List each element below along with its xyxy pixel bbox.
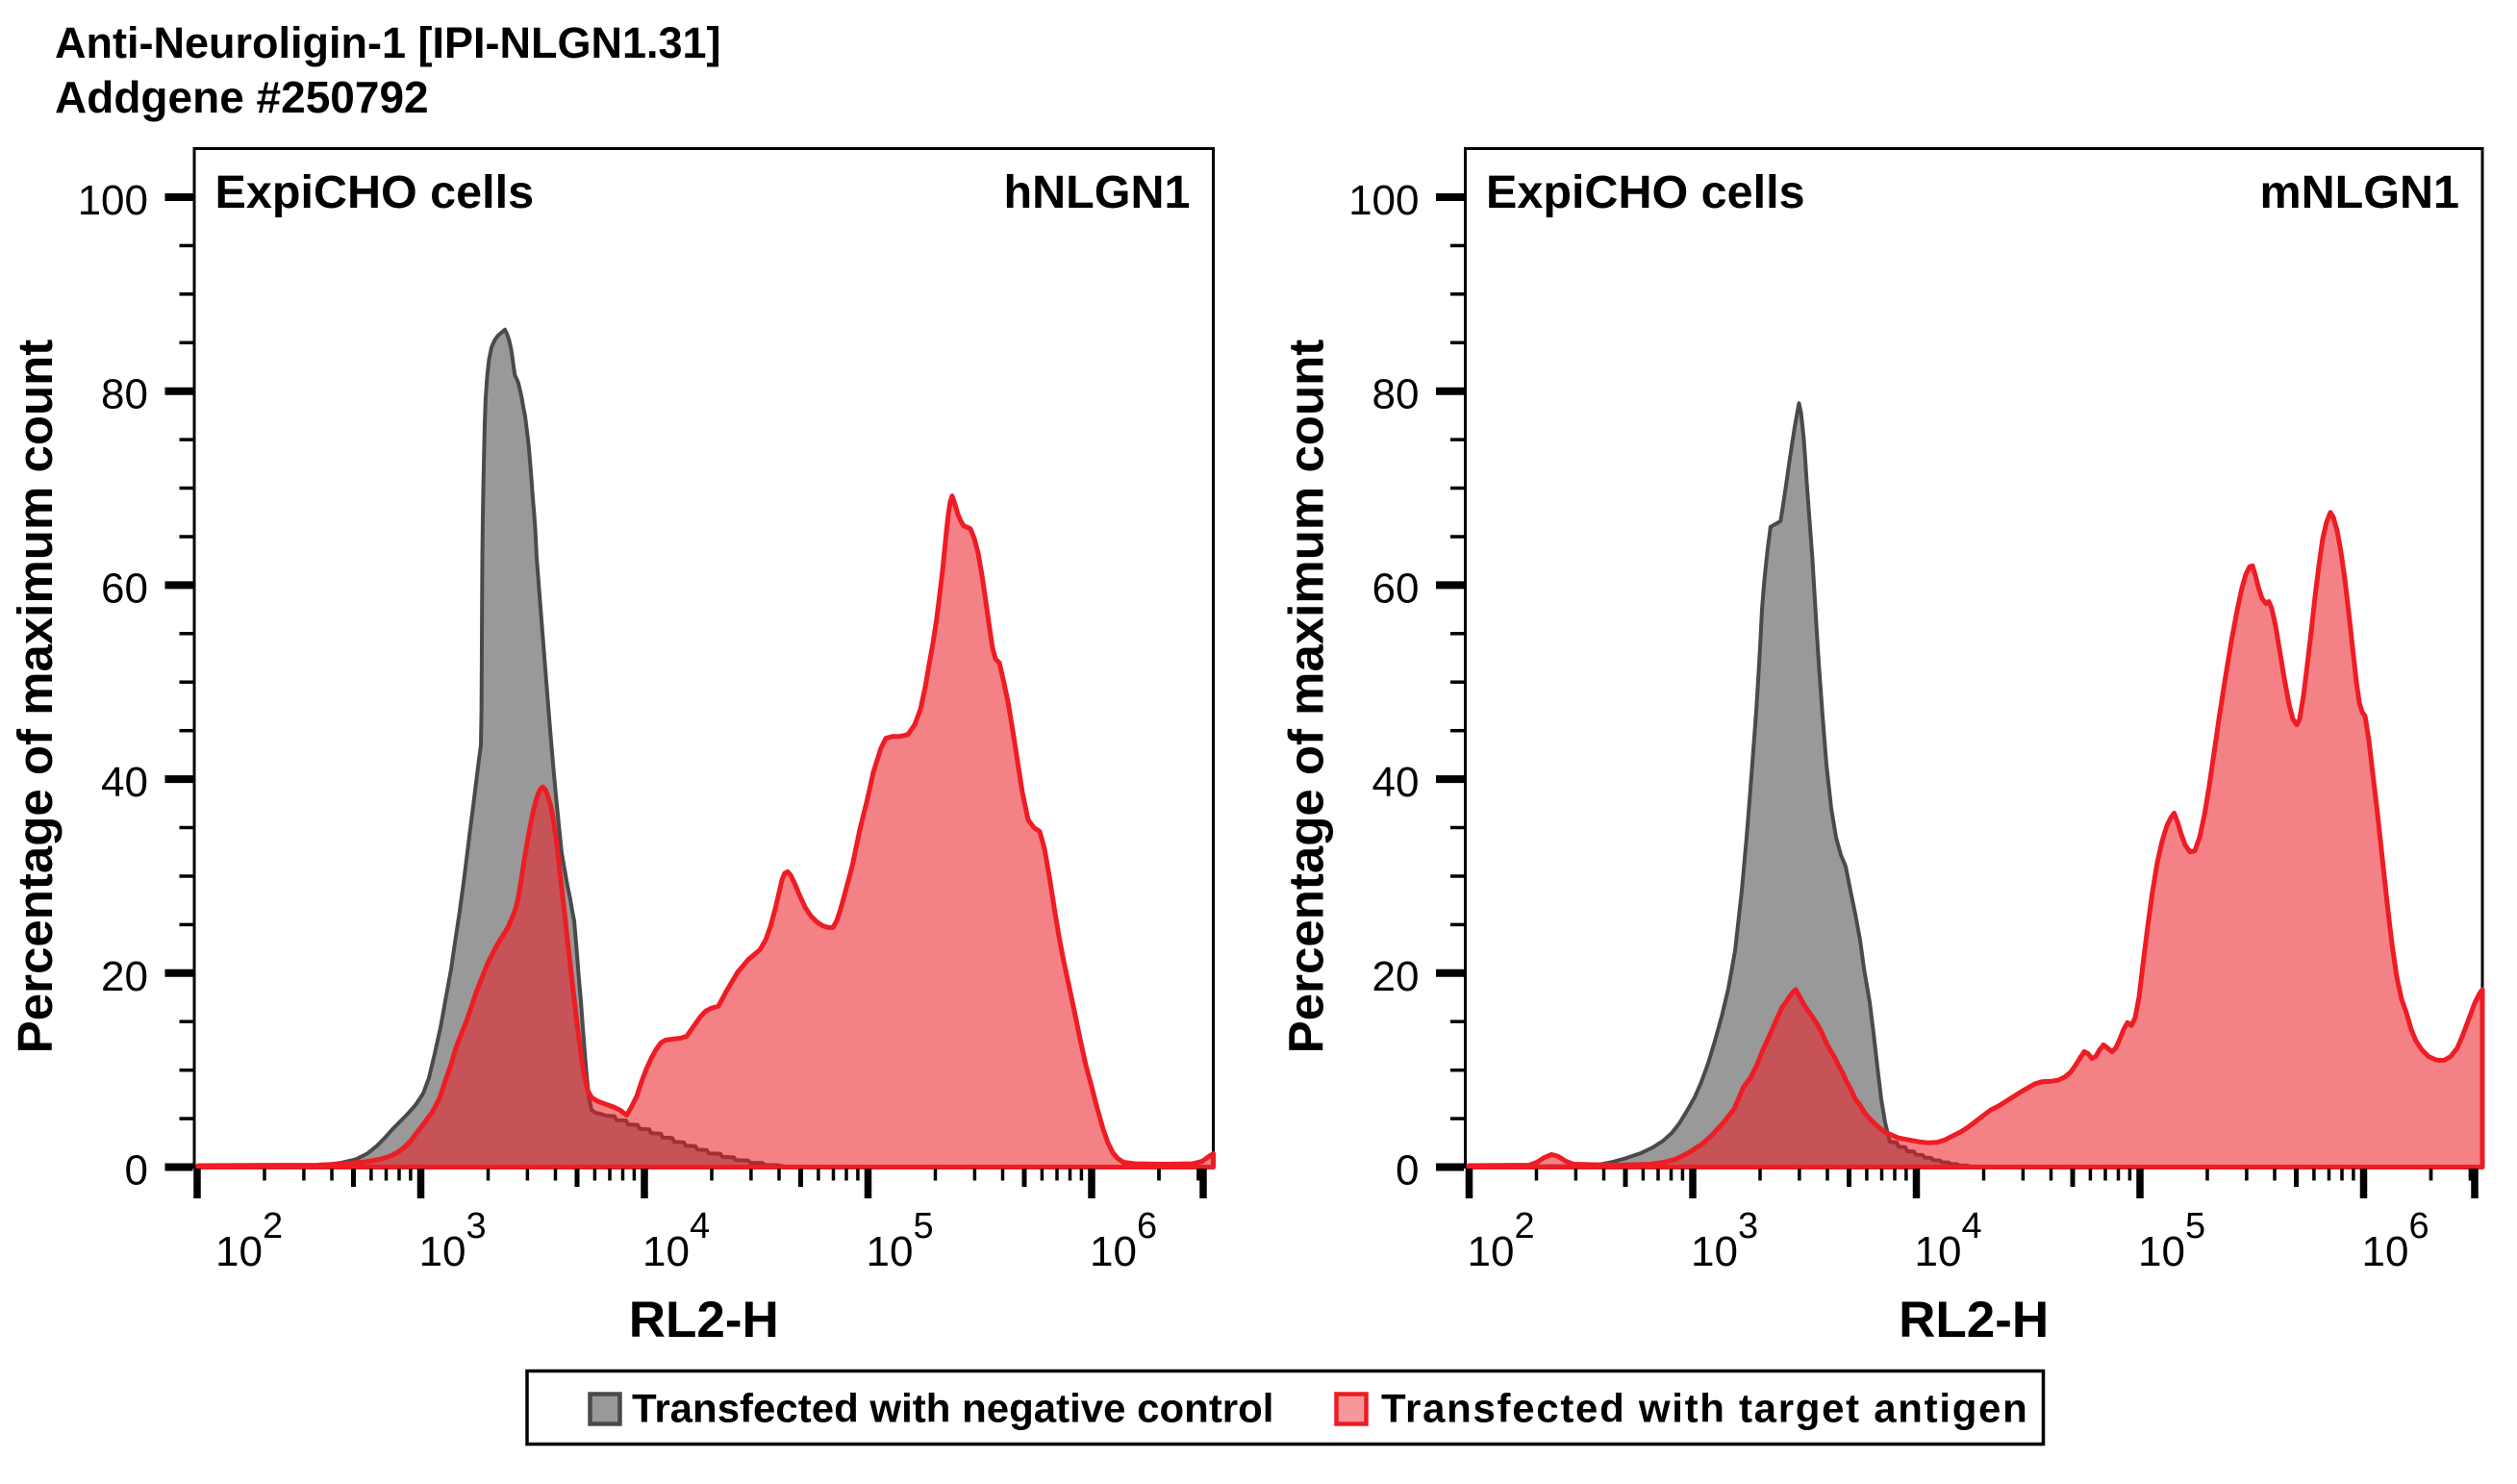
svg-text:40: 40 bbox=[101, 759, 148, 806]
svg-text:100: 100 bbox=[78, 177, 148, 224]
svg-text:60: 60 bbox=[1372, 565, 1420, 612]
svg-text:100: 100 bbox=[1348, 177, 1419, 224]
svg-text:Transfected with negative cont: Transfected with negative control bbox=[632, 1386, 1273, 1431]
svg-text:Percentage of maximum count: Percentage of maximum count bbox=[8, 340, 63, 1054]
svg-text:RL2-H: RL2-H bbox=[1899, 1292, 2049, 1348]
svg-text:20: 20 bbox=[1372, 953, 1420, 1000]
svg-text:ExpiCHO cells: ExpiCHO cells bbox=[215, 166, 535, 218]
svg-text:80: 80 bbox=[1372, 371, 1420, 418]
svg-text:40: 40 bbox=[1372, 759, 1420, 806]
svg-text:Addgene #250792: Addgene #250792 bbox=[55, 72, 429, 122]
svg-text:Anti-Neuroligin-1 [IPI-NLGN1.3: Anti-Neuroligin-1 [IPI-NLGN1.31] bbox=[55, 18, 721, 67]
svg-text:RL2-H: RL2-H bbox=[629, 1292, 779, 1348]
svg-text:60: 60 bbox=[101, 565, 148, 612]
svg-text:hNLGN1: hNLGN1 bbox=[1004, 166, 1191, 218]
svg-text:20: 20 bbox=[101, 953, 148, 1000]
svg-text:mNLGN1: mNLGN1 bbox=[2260, 166, 2460, 218]
svg-text:Transfected with target antige: Transfected with target antigen bbox=[1381, 1386, 2028, 1431]
svg-text:0: 0 bbox=[125, 1147, 148, 1195]
svg-text:ExpiCHO cells: ExpiCHO cells bbox=[1486, 166, 1805, 218]
svg-text:Percentage of maximum count: Percentage of maximum count bbox=[1279, 340, 1334, 1054]
svg-text:0: 0 bbox=[1396, 1147, 1419, 1195]
svg-text:80: 80 bbox=[101, 371, 148, 418]
